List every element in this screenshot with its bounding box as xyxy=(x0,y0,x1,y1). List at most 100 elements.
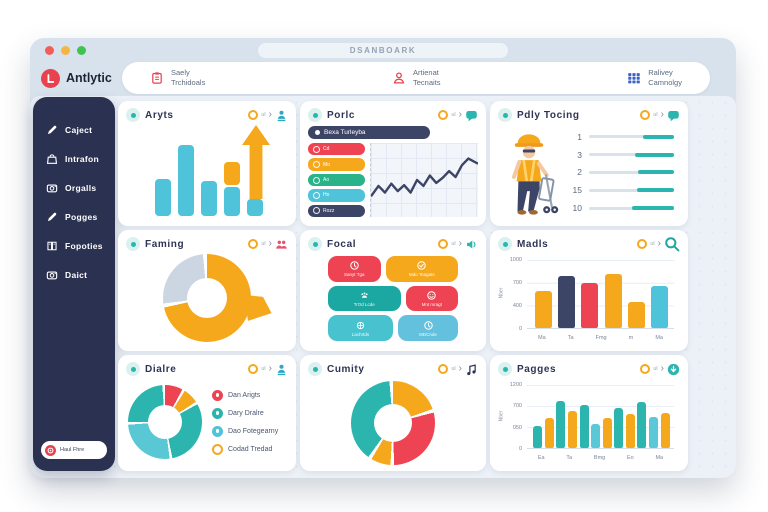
y-tick-label: 700 xyxy=(512,280,522,286)
tile-label: Mnt mragt xyxy=(421,302,442,307)
line-chart xyxy=(370,143,478,217)
sidebar-cta-button[interactable]: Haul Fhre xyxy=(41,441,107,459)
x-tick-label: Ta xyxy=(566,455,573,461)
card-badge-chat-icon[interactable] xyxy=(465,109,478,122)
card-badge-speaker-icon[interactable] xyxy=(465,238,478,251)
card-controls: ul › xyxy=(248,109,288,122)
tile-check-icon[interactable]: Mdo Teagats xyxy=(385,256,458,282)
x-axis-labels: Ma Ta Fmg m Ma xyxy=(527,332,674,344)
nav-item-label: Ralivey Camnolgy xyxy=(648,68,682,87)
nav-item-3[interactable]: Ralivey Camnolgy xyxy=(627,68,682,88)
card-badge-music-icon[interactable] xyxy=(465,363,478,376)
status-ring-icon xyxy=(438,239,449,249)
zoom-window-button[interactable] xyxy=(77,46,86,55)
card-pdly: Pdly Tocing ul › 1 3 2 15 10 xyxy=(490,101,688,226)
card-header: Faming ul › xyxy=(126,236,288,252)
progress-track xyxy=(589,206,674,211)
x-axis-labels: Ea Ta Bmg Eo Ma xyxy=(527,452,674,464)
banner-label: Bexa Turleyba xyxy=(324,129,366,136)
card-header: Pdly Tocing ul › xyxy=(498,107,680,123)
tile-clock-icon[interactable]: Sanyt Tga xyxy=(328,256,381,282)
tile-label: Sanyt Tga xyxy=(344,272,365,278)
pill-icon xyxy=(313,207,320,215)
legend-dot-icon xyxy=(212,425,223,437)
tile-clock-icon[interactable]: MDCnde xyxy=(398,315,458,342)
search-icon xyxy=(665,237,680,252)
card-controls: ul › xyxy=(438,109,478,122)
sidebar-item-pogges[interactable]: Pogges xyxy=(33,202,115,231)
card-header: Porlc ul › xyxy=(308,107,478,123)
tile-paw-icon[interactable]: TrOd Lcde xyxy=(328,285,401,312)
brand-logo[interactable]: Antlytic xyxy=(41,68,112,88)
card-badge-person-underline-icon[interactable] xyxy=(275,363,288,376)
card-badge-chat-icon[interactable] xyxy=(667,109,680,122)
minimize-window-button[interactable] xyxy=(61,46,70,55)
chevron-right-icon[interactable]: › xyxy=(458,238,462,249)
sidebar-item-orgalls[interactable]: Orgalls xyxy=(33,173,115,202)
chevron-right-icon[interactable]: › xyxy=(660,109,664,120)
legend-pill[interactable]: Mo xyxy=(308,158,365,171)
y-axis-ticks: 1200 700 050 0 xyxy=(502,382,525,452)
legend-pill[interactable]: Rozz xyxy=(308,204,365,218)
pill-label: Mo xyxy=(323,161,330,168)
chevron-right-icon[interactable]: › xyxy=(458,109,462,120)
sidebar-item-fopoties[interactable]: Fopoties xyxy=(33,231,115,260)
chevron-right-icon[interactable]: › xyxy=(268,109,272,120)
sidebar-item-caject[interactable]: Caject xyxy=(33,115,115,144)
check-icon xyxy=(417,261,426,271)
tile-label: Mdo Teagats xyxy=(408,272,435,278)
status-ring-icon xyxy=(438,110,449,120)
legend-pill[interactable]: Ho xyxy=(308,189,365,202)
card-focal: Focal ul › Sanyt Tga Mdo Teagats TrOd Lcde Mnt… xyxy=(300,230,486,351)
bar xyxy=(660,412,670,448)
x-tick-label: Fmg xyxy=(595,335,607,341)
legend-label: Dan Arigts xyxy=(228,391,261,399)
cta-label: Haul Fhre xyxy=(60,447,85,453)
card-title-icon xyxy=(126,362,140,376)
card-controls: ul › xyxy=(637,236,680,252)
card-badge-search-icon[interactable] xyxy=(664,236,680,252)
tile-row: Lachrtds MDCnde xyxy=(328,315,458,342)
legend-pill[interactable]: Cd xyxy=(308,143,365,156)
progress-value: 1 xyxy=(577,131,582,142)
close-window-button[interactable] xyxy=(45,46,54,55)
window-title-bar[interactable]: DSANBOARK xyxy=(258,43,508,58)
card-badge-person-underline-icon[interactable] xyxy=(275,109,288,122)
card-dialre: Dialre ul › Dan Arigts Dary Dralre Dao Fotege… xyxy=(118,355,296,471)
card-menu-label: ul xyxy=(650,241,655,247)
sidebar-item-daict[interactable]: Daict xyxy=(33,260,115,289)
card-title: Porlc xyxy=(327,109,356,121)
chevron-right-icon[interactable]: › xyxy=(268,363,272,374)
progress-value: 3 xyxy=(577,149,582,160)
tile-smile-icon[interactable]: Mnt mragt xyxy=(405,285,458,312)
legend-banner[interactable]: Bexa Turleyba xyxy=(308,126,431,139)
card-controls: ul › xyxy=(438,238,478,251)
chevron-right-icon[interactable]: › xyxy=(458,363,462,374)
bar-segment-teal xyxy=(155,179,171,216)
card-menu-label: ul xyxy=(653,112,658,118)
chevron-right-icon[interactable]: › xyxy=(268,238,272,249)
card-badge-people-icon[interactable] xyxy=(275,238,288,251)
legend-pill[interactable]: Ao xyxy=(308,173,365,187)
sidebar-item-label: Intrafon xyxy=(65,153,100,164)
chevron-right-icon[interactable]: › xyxy=(657,238,661,249)
chevron-right-icon[interactable]: › xyxy=(660,363,664,374)
card-aryts: Aryts ul › xyxy=(118,101,296,226)
x-tick-label: m xyxy=(628,335,634,341)
status-ring-icon xyxy=(640,110,651,120)
tile-row: Sanyt Tga Mdo Teagats xyxy=(328,256,458,282)
legend: Dan Arigts Dary Dralre Dao Fotegearny Codad… xyxy=(212,389,292,455)
tile-bee-icon[interactable]: Lachrtds xyxy=(328,315,393,342)
titlebar: DSANBOARK xyxy=(30,38,736,60)
sidebar-item-intrafon[interactable]: Intrafon xyxy=(33,144,115,173)
legend-dot-icon xyxy=(212,407,223,419)
card-menu-label: ul xyxy=(451,366,456,372)
nav-item-1[interactable]: Saely Trchidoals xyxy=(150,68,205,88)
legend-item: Dan Arigts xyxy=(212,389,292,401)
main-content: Caject Intrafon Orgalls Pogges Fopoties Daict… xyxy=(30,96,736,478)
legend-item: Dary Dralre xyxy=(212,407,292,419)
nav-item-2[interactable]: Artienat Tecnaits xyxy=(392,68,441,88)
bar-segment-teal xyxy=(201,181,217,216)
card-badge-circle-arrow-icon[interactable] xyxy=(667,363,680,376)
legend-label: Dary Dralre xyxy=(228,409,264,417)
